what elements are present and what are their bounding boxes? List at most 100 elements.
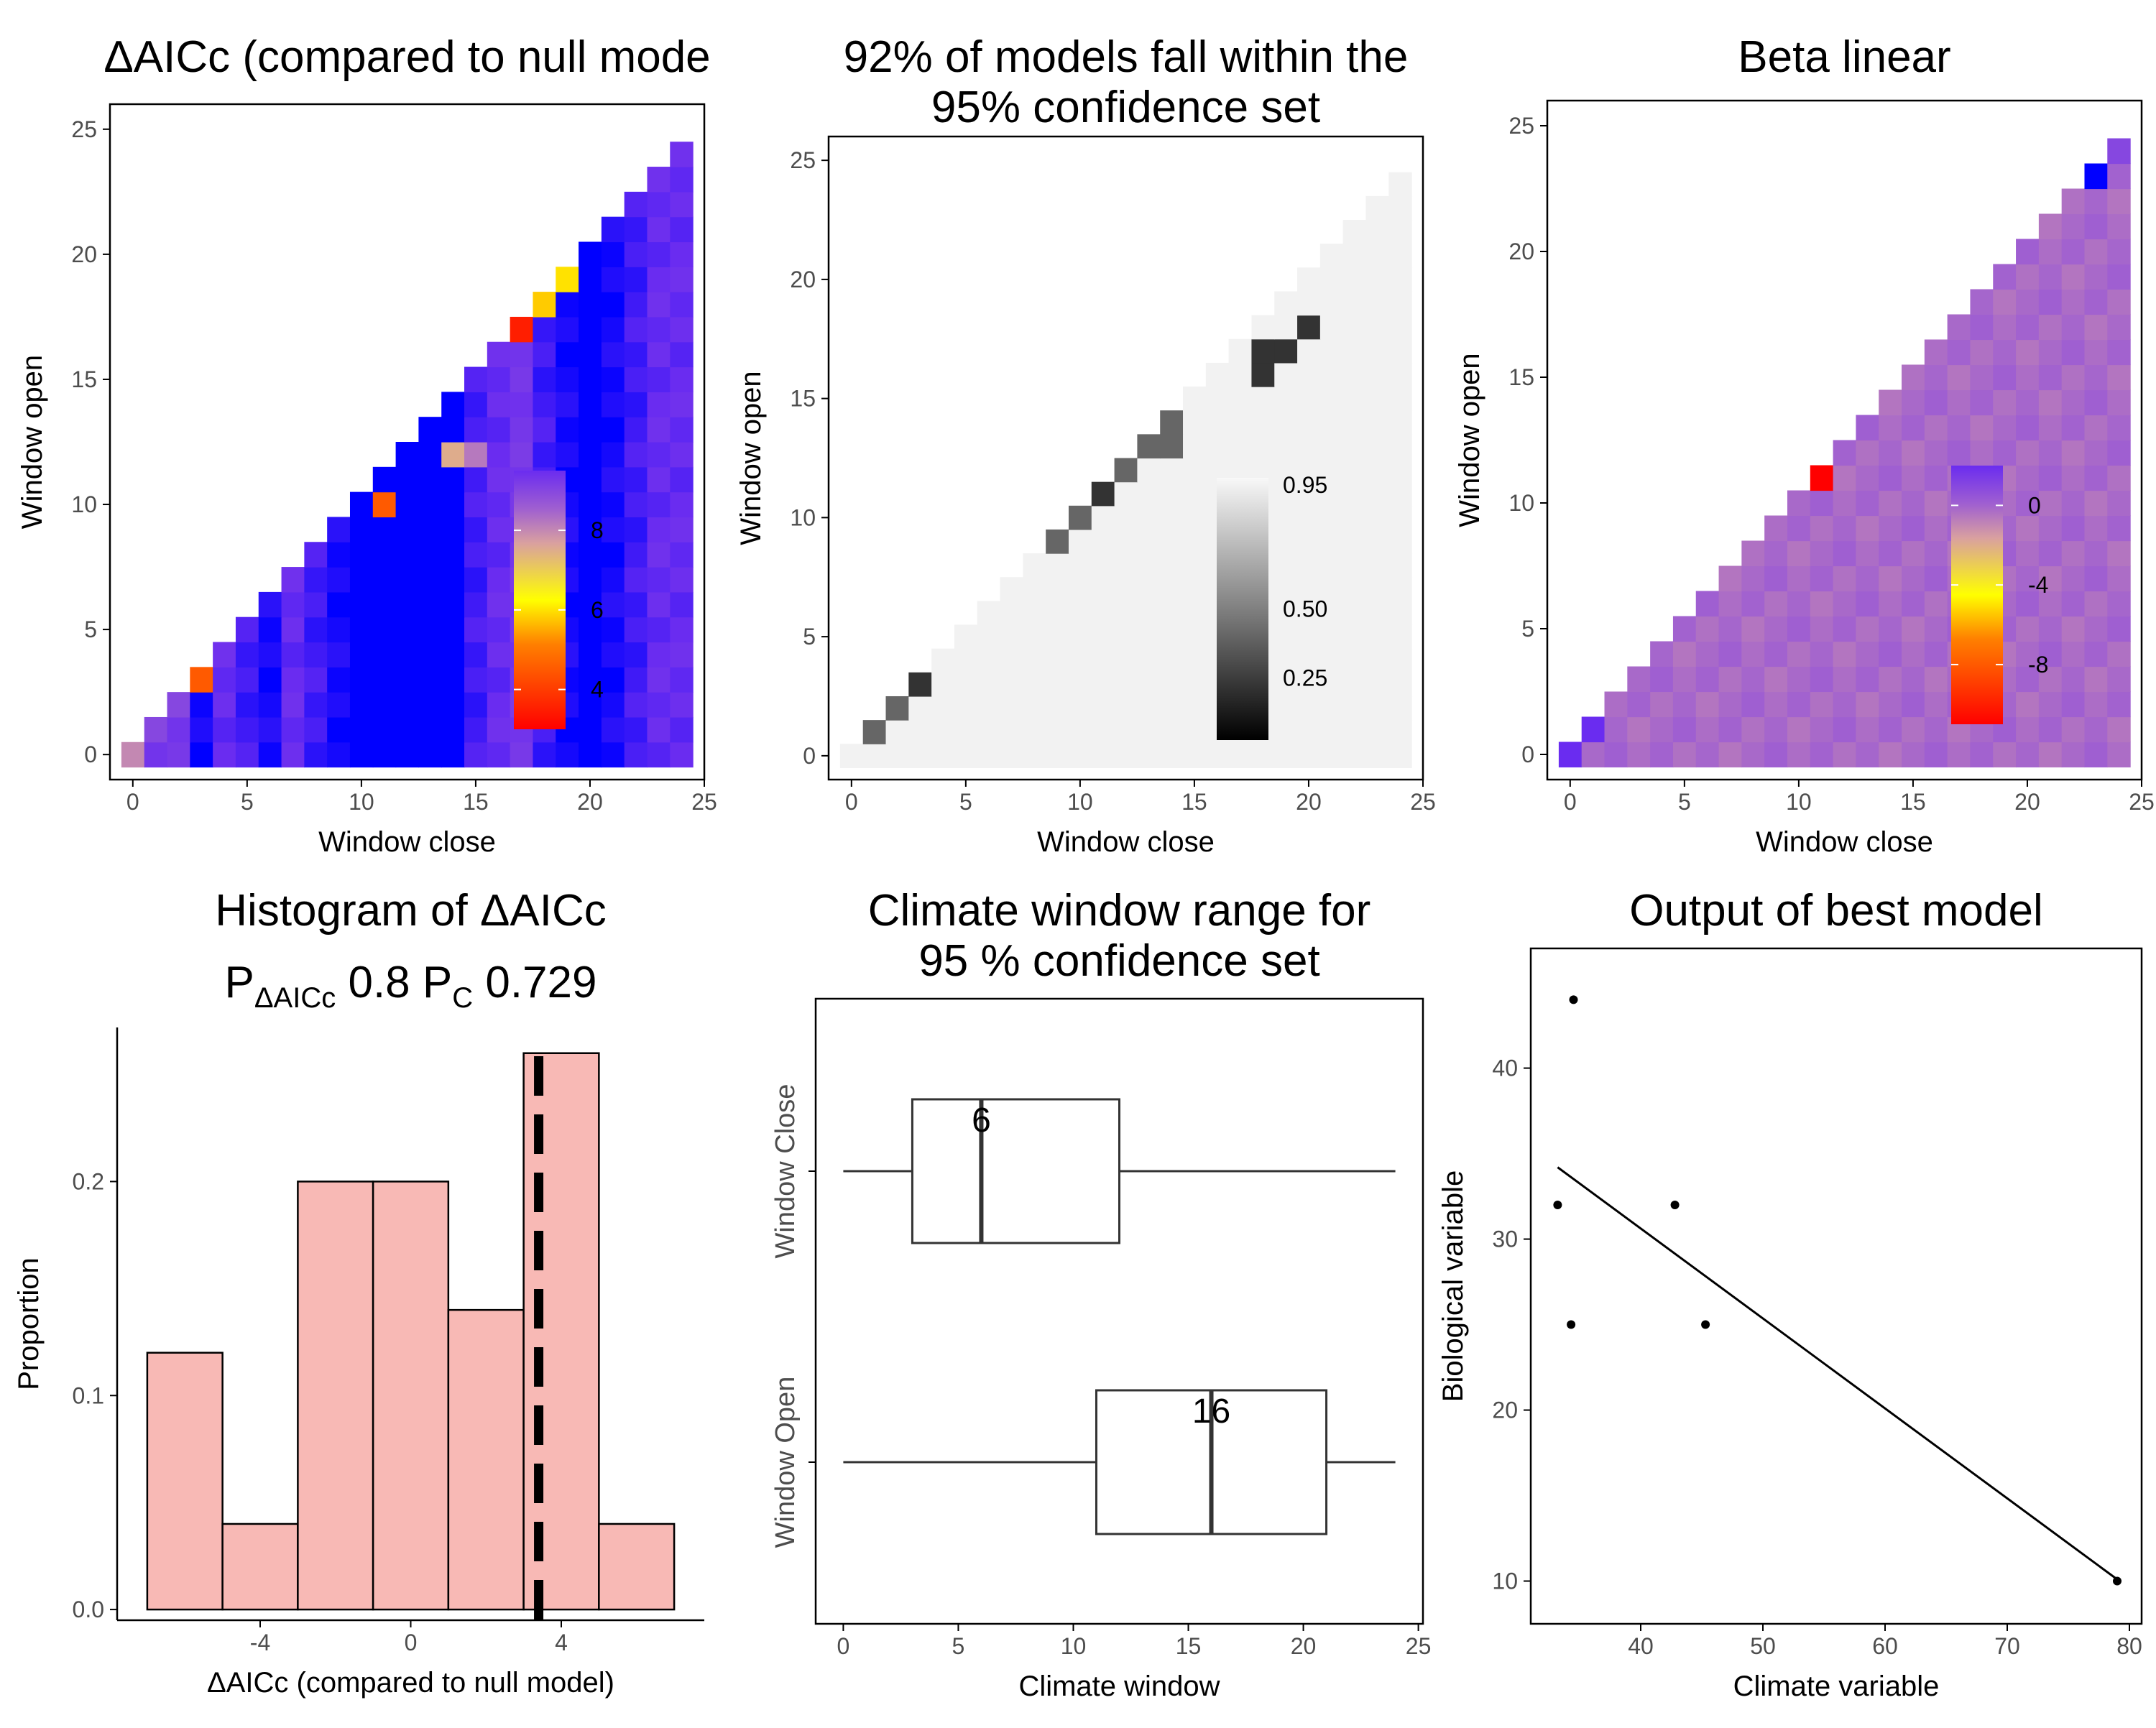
heatmap-cell: [1902, 741, 1925, 768]
x-tick-label: 5: [241, 789, 254, 815]
heatmap-cell: [601, 267, 625, 292]
heatmap-cell: [1902, 465, 1925, 491]
heatmap-cell: [327, 716, 351, 743]
heatmap-cell: [647, 267, 671, 292]
heatmap-cell: [1274, 624, 1298, 650]
heatmap-cell: [670, 517, 694, 542]
subtitle-part: P: [224, 958, 254, 1007]
heatmap-cell: [1068, 553, 1092, 578]
chart-title: ΔAICc (compared to null mode: [103, 32, 710, 82]
heatmap-cell: [2061, 716, 2086, 743]
heatmap-cell: [1046, 553, 1069, 578]
heatmap-cell: [647, 417, 671, 443]
heatmap-cell: [1160, 624, 1184, 650]
heatmap-cell: [235, 692, 259, 718]
heatmap-cell: [1319, 672, 1344, 697]
heatmap-cell: [954, 624, 978, 650]
heatmap-cell: [441, 542, 465, 568]
heatmap-cell: [2038, 691, 2063, 718]
heatmap-cell: [2084, 389, 2108, 416]
heatmap-cell: [1672, 691, 1697, 718]
heatmap-cell: [1297, 362, 1321, 387]
histogram-bar: [221, 1523, 299, 1611]
heatmap-cell: [510, 741, 534, 768]
heatmap-cell: [2061, 415, 2086, 441]
heatmap-cell: [2038, 415, 2063, 441]
heatmap-cell: [258, 616, 282, 643]
heatmap-cell: [1650, 716, 1674, 743]
heatmap-cell: [2038, 540, 2063, 567]
x-tick-label: 20: [2014, 789, 2040, 815]
heatmap-cell: [533, 366, 556, 392]
heatmap-cell: [1718, 641, 1742, 667]
heatmap-cell: [1764, 691, 1788, 718]
heatmap-cell: [1604, 716, 1628, 743]
heatmap-cell: [2107, 138, 2131, 165]
heatmap-cell: [1627, 691, 1651, 718]
heatmap-cell: [2061, 213, 2086, 240]
plot-border: [1529, 947, 2143, 1625]
heatmap-cell: [1091, 601, 1115, 626]
heatmap-cell: [1388, 624, 1412, 650]
heatmap-cell: [1297, 505, 1321, 530]
heatmap-cell: [418, 642, 442, 667]
y-tick-label: 10: [790, 504, 816, 530]
heatmap-cell: [464, 567, 488, 593]
heatmap-cell: [1856, 641, 1879, 667]
heatmap-cell: [624, 517, 648, 542]
histogram-bar: [297, 1181, 374, 1611]
scatter-point: [1569, 995, 1578, 1004]
x-tick-label: 15: [1176, 1633, 1202, 1659]
x-tick-label: 25: [691, 789, 717, 815]
x-tick-label: 80: [2116, 1633, 2142, 1659]
heatmap-cell: [1365, 672, 1389, 697]
heatmap-cell: [2084, 540, 2108, 567]
heatmap-cell: [2107, 691, 2131, 718]
heatmap-cell: [1342, 672, 1367, 697]
heatmap-cell: [1924, 616, 1948, 642]
heatmap-cell: [1856, 616, 1879, 642]
heatmap-cell: [464, 741, 488, 768]
heatmap-cell: [1137, 529, 1161, 554]
heatmap-cell: [1046, 648, 1069, 673]
heatmap-cell: [601, 642, 625, 667]
heatmap-cell: [1924, 465, 1948, 491]
heatmap-cell: [601, 517, 625, 542]
heatmap-cell: [1183, 744, 1207, 769]
heatmap-cell: [1902, 565, 1925, 592]
heatmap-cell: [349, 517, 374, 542]
heatmap-cell: [2084, 565, 2108, 592]
x-tick-label: 20: [1296, 789, 1322, 815]
heatmap-cell: [1160, 577, 1184, 601]
heatmap-cell: [487, 716, 511, 743]
heatmap-cell: [1114, 744, 1138, 769]
heatmap-cell: [1581, 741, 1606, 768]
y-axis-label: Window open: [735, 371, 767, 545]
heatmap-cell: [2061, 641, 2086, 667]
heatmap-cell: [1672, 741, 1697, 768]
heatmap-cell: [1023, 696, 1046, 721]
heatmap-cell: [1924, 540, 1948, 567]
heatmap-cell: [1228, 410, 1253, 435]
heatmap-cell: [670, 241, 694, 267]
fit-line: [1557, 1166, 2118, 1581]
scatter-point: [2113, 1576, 2122, 1586]
heatmap-cell: [1388, 362, 1412, 387]
heatmap-cell: [304, 542, 328, 568]
heatmap-cell: [670, 741, 694, 768]
heatmap-cell: [441, 716, 465, 743]
heatmap-cell: [1833, 440, 1857, 466]
heatmap-cell: [1856, 465, 1879, 491]
heatmap-cell: [1365, 553, 1389, 578]
heatmap-cell: [1365, 696, 1389, 721]
heatmap-cell: [1068, 672, 1092, 697]
heatmap-cell: [977, 696, 1001, 721]
heatmap-cell: [1342, 315, 1367, 340]
heatmap-cell: [977, 624, 1001, 650]
heatmap-cell: [372, 591, 397, 618]
heatmap-cell: [235, 667, 259, 693]
chart-title: 95 % confidence set: [918, 936, 1319, 986]
heatmap-cell: [372, 667, 397, 693]
heatmap-cell: [647, 591, 671, 618]
